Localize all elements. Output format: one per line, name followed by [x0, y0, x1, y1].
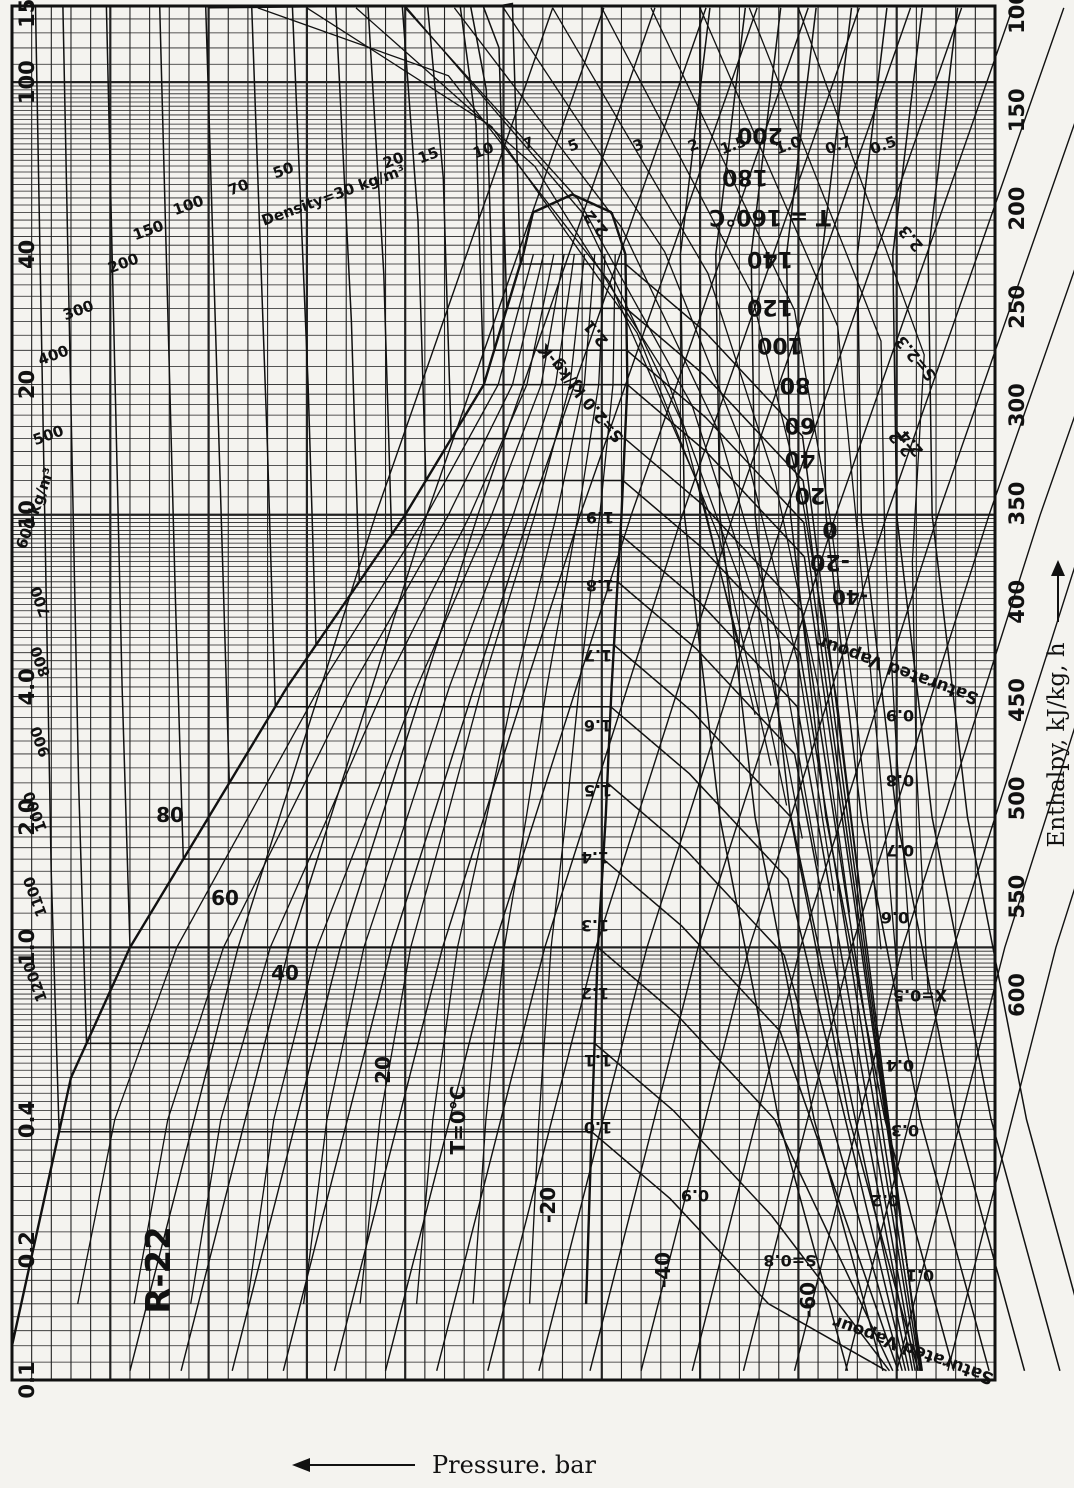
pressure-tick-label: 20 — [15, 370, 39, 399]
isotherm-label: 100 — [757, 332, 803, 357]
density-label: 10 — [470, 138, 496, 162]
isotherm-line — [483, 6, 921, 1371]
pressure-tick-label: 1.0 — [15, 929, 39, 966]
density-label: 15 — [415, 143, 441, 167]
enthalpy-tick-label: 250 — [1005, 285, 1029, 329]
isotherm-label: 140 — [747, 246, 793, 271]
pressure-tick-label: 100 — [15, 60, 39, 104]
isotherm-label: 20 — [371, 1056, 395, 1084]
isotherm-label: -60 — [796, 1282, 820, 1318]
pressure-arrow-head — [292, 1458, 310, 1472]
enthalpy-arrow-head — [1051, 560, 1065, 576]
quality-label: 0.2 — [871, 1191, 899, 1210]
quality-label: 0.8 — [886, 771, 914, 790]
enthalpy-tick-label: 350 — [1005, 482, 1029, 526]
entropy-label: 1.4 — [581, 848, 609, 867]
entropy-label: 1.7 — [584, 646, 612, 665]
entropy-label: 0.9 — [681, 1186, 709, 1205]
enthalpy-tick-label: 150 — [1005, 88, 1029, 132]
enthalpy-tick-label: 500 — [1005, 776, 1029, 820]
enthalpy-tick-label: 300 — [1005, 383, 1029, 427]
isotherm-label: T=0°C — [446, 1086, 470, 1155]
density-label: 50 — [270, 158, 296, 182]
enthalpy-tick-label: 550 — [1005, 875, 1029, 919]
isotherm-label: -20 — [810, 549, 850, 574]
entropy-label: 1.8 — [586, 576, 614, 595]
isotherm-label: 40 — [785, 446, 816, 471]
y-axis-label: Enthalpy, kJ/kg, h — [1044, 642, 1070, 847]
density-label: 3 — [630, 135, 646, 155]
isotherm-label: -20 — [536, 1187, 560, 1223]
density-label: 2 — [685, 135, 701, 155]
pressure-tick-label: 40 — [15, 240, 39, 269]
pressure-tick-label: 2.0 — [15, 799, 39, 836]
entropy-label: S=0.8 — [763, 1251, 816, 1270]
isotherm-label: 180 — [722, 164, 768, 189]
enthalpy-tick-label: 400 — [1005, 580, 1029, 624]
quality-line — [134, 254, 543, 1304]
density-label: 100 — [170, 191, 206, 219]
isotherm-label: 80 — [156, 803, 184, 827]
isotherm-label: -40 — [651, 1252, 675, 1288]
enthalpy-tick-label: 450 — [1005, 678, 1029, 722]
enthalpy-tick-label: 200 — [1005, 187, 1029, 231]
entropy-label: 1.6 — [584, 716, 612, 735]
entropy-label: 1.3 — [581, 916, 609, 935]
enthalpy-tick-label: 600 — [1005, 973, 1029, 1017]
density-label: 700 — [26, 584, 54, 620]
entropy-label: 1.0 — [584, 1118, 612, 1137]
quality-label: X=0.5 — [893, 986, 947, 1005]
pressure-tick-label: 0.2 — [15, 1231, 39, 1268]
isotherm-line — [402, 6, 918, 1371]
quality-label: 0.6 — [881, 908, 909, 927]
quality-label: 0.9 — [886, 706, 914, 725]
isotherm-label: 120 — [747, 294, 793, 319]
density-label: 70 — [225, 175, 251, 199]
density-label: 500 — [30, 421, 66, 449]
isotherm-label: 80 — [780, 372, 811, 397]
pressure-tick-label: 0.4 — [15, 1101, 39, 1138]
isotherm-label: 40 — [271, 961, 299, 985]
quality-label: 0.7 — [886, 841, 914, 860]
isotherm-label: 60 — [211, 886, 239, 910]
density-label: 400 — [35, 341, 71, 369]
isotherm-label: 0 — [822, 516, 837, 541]
pressure-tick-label: 10 — [15, 500, 39, 529]
pressure-tick-label: 4.0 — [15, 668, 39, 705]
isotherm-label: 60 — [785, 412, 816, 437]
chart-title: R-22 — [139, 1226, 179, 1314]
entropy-label: 1.2 — [581, 984, 609, 1003]
quality-label: 0.4 — [886, 1056, 914, 1075]
entropy-label: 1.5 — [584, 781, 612, 800]
isotherm-label: -40 — [832, 585, 868, 609]
entropy-label: 2.3 — [894, 222, 927, 256]
density-line — [356, 8, 787, 806]
critical-point-curve — [533, 195, 612, 213]
entropy-label: S=2.3 — [891, 332, 940, 385]
isotherm-label: T = 160°C — [709, 204, 831, 229]
density-label: 150 — [130, 216, 166, 244]
isotherm-label: 20 — [795, 482, 826, 507]
density-label: 1100 — [20, 874, 51, 919]
pressure-tick-label: 0.1 — [15, 1361, 39, 1398]
enthalpy-tick-label: 100 — [1005, 0, 1029, 34]
pressure-tick-label: 150 — [15, 0, 39, 28]
density-line — [307, 8, 771, 766]
quality-label: 0.1 — [906, 1266, 934, 1285]
quality-label: 0.3 — [891, 1121, 919, 1140]
x-axis-label: Pressure. bar — [432, 1451, 597, 1479]
entropy-label: 1.1 — [584, 1051, 612, 1070]
density-label: 5 — [565, 135, 581, 155]
entropy-label: 1.9 — [586, 508, 614, 527]
